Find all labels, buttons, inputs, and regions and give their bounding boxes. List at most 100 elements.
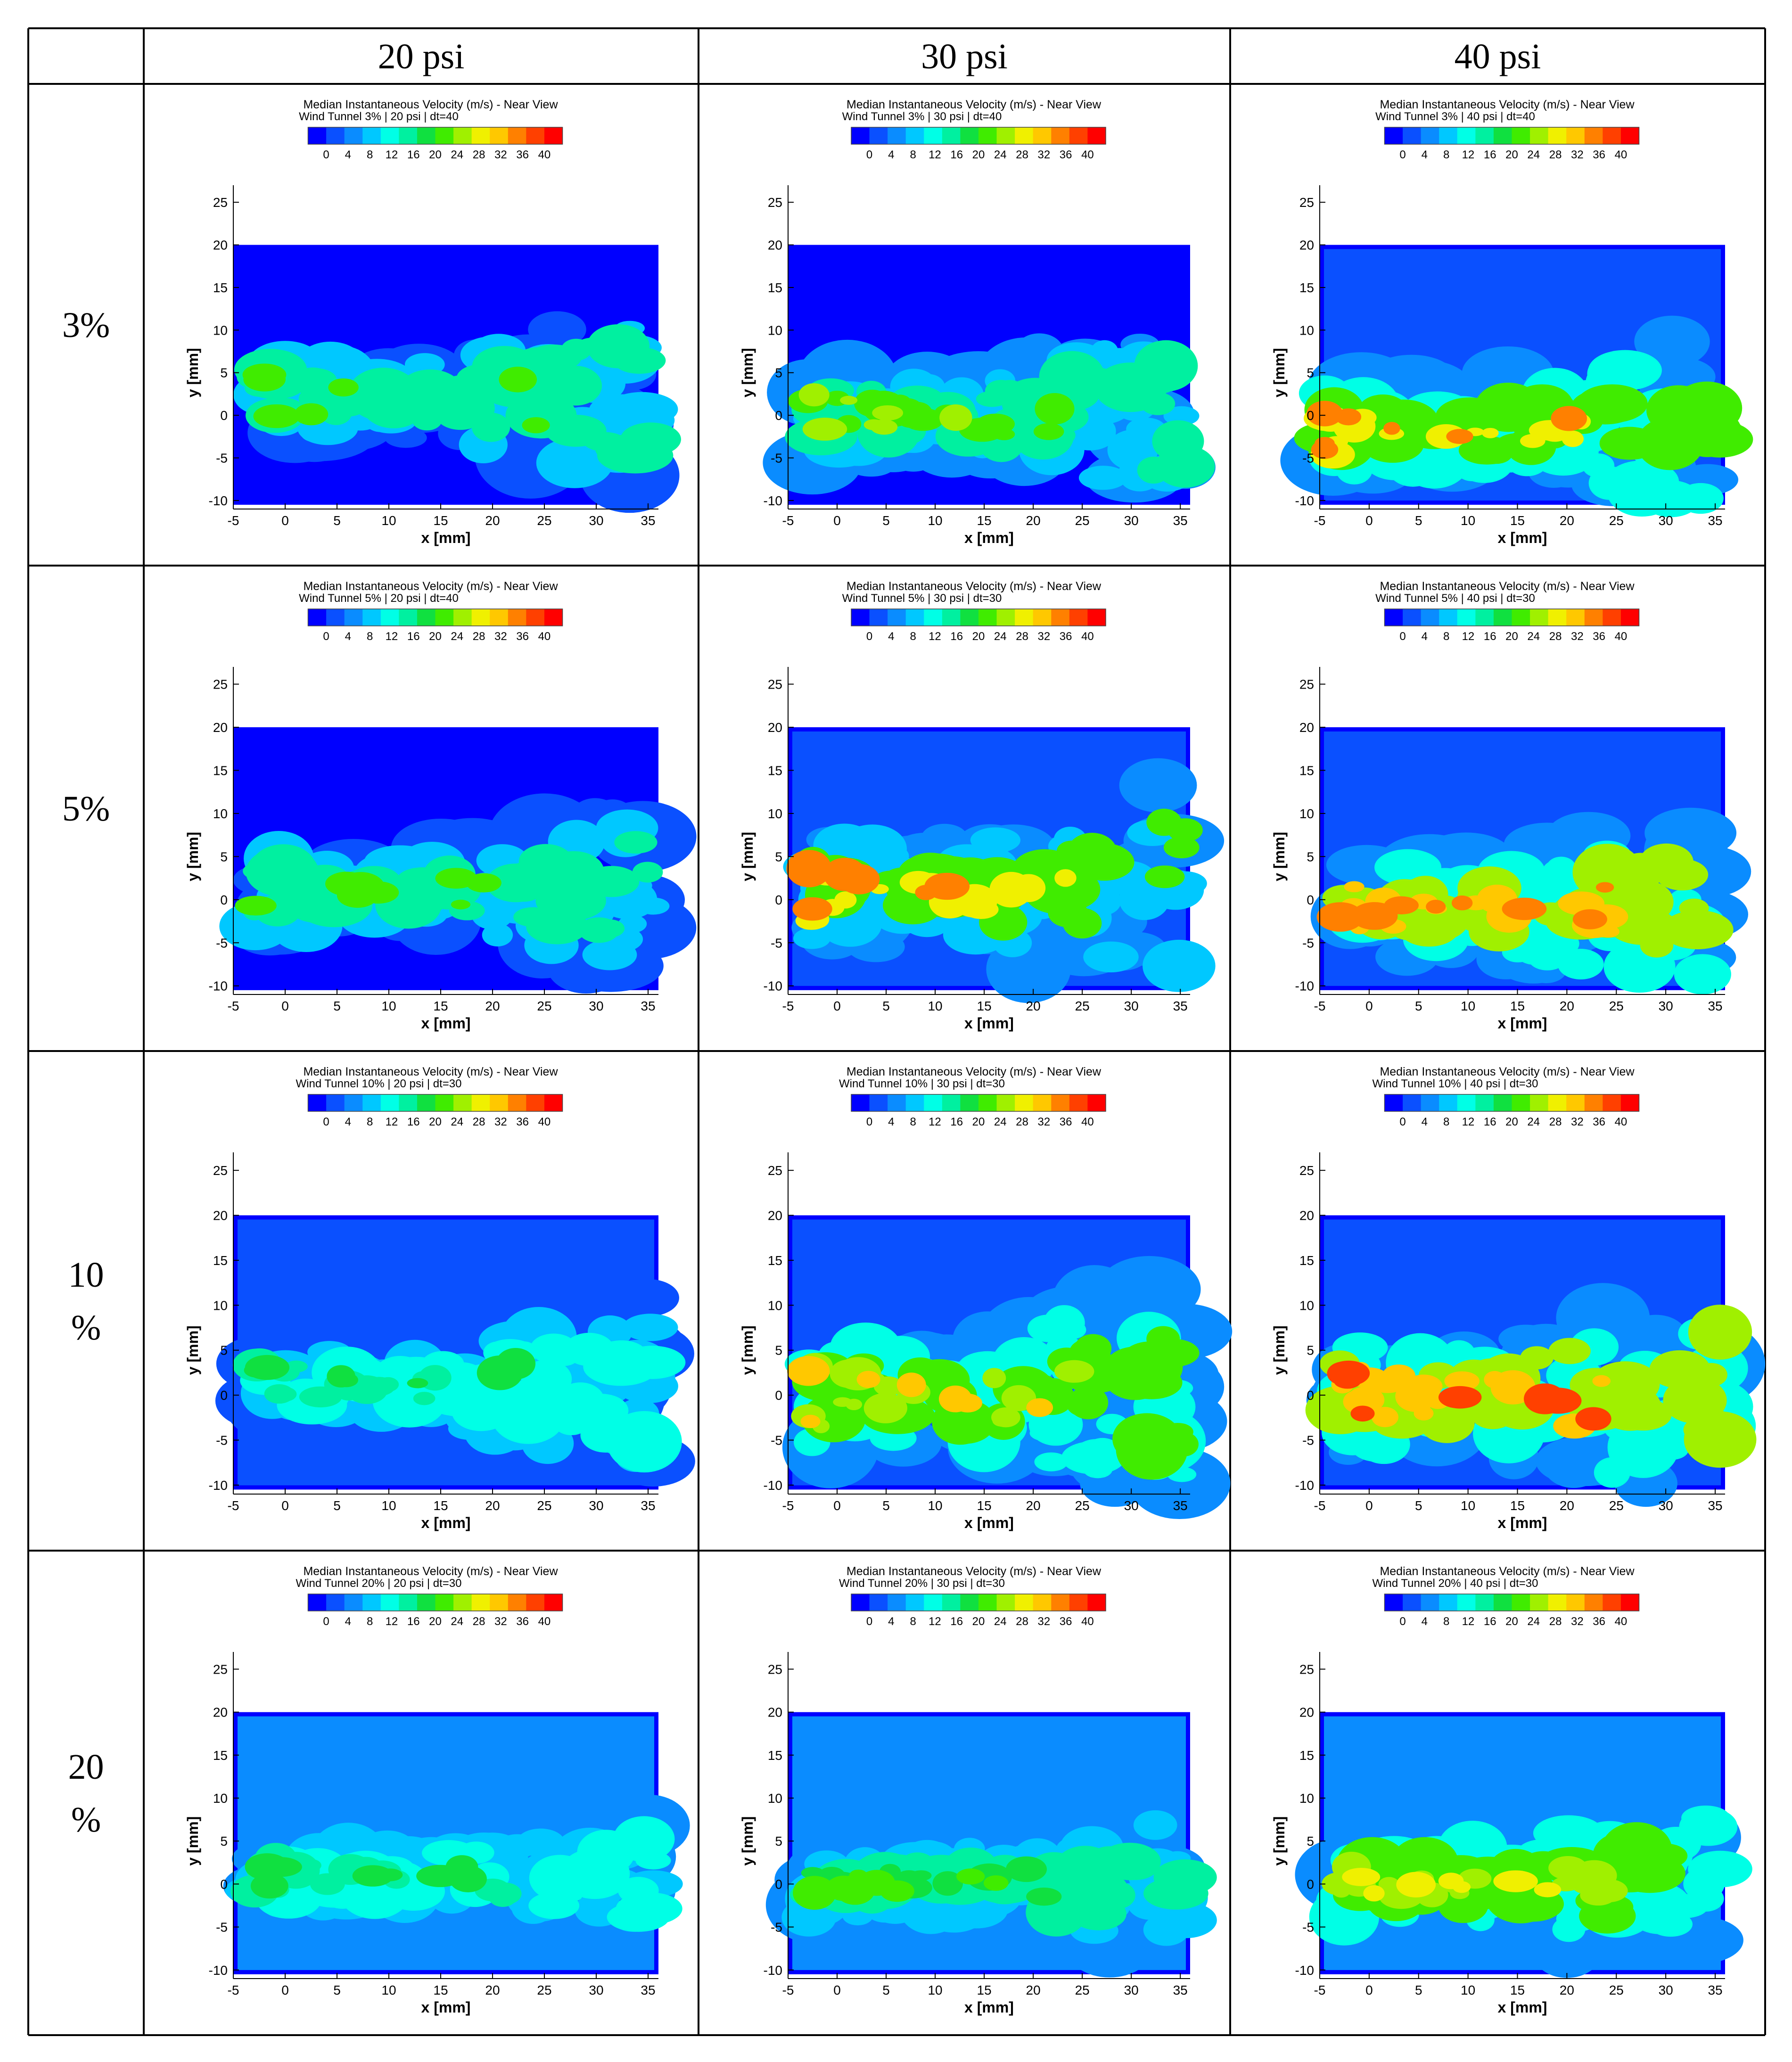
colorbar-tick-label: 8 — [910, 1116, 916, 1128]
y-tick-label: 5 — [1307, 1343, 1314, 1358]
colorbar-swatch — [1475, 127, 1494, 144]
colorbar-swatch — [1421, 609, 1439, 626]
colorbar-tick-label: 0 — [323, 1116, 329, 1128]
colorbar-tick-label: 20 — [972, 148, 985, 161]
colorbar-tick-label: 36 — [1060, 1615, 1072, 1628]
plume-contours — [1280, 315, 1753, 518]
plume-blob — [1062, 908, 1102, 939]
y-axis-label: y [mm] — [739, 832, 756, 881]
plume-blob — [1640, 933, 1674, 958]
colorbar-tick-label: 12 — [929, 630, 941, 643]
y-tick-label: 10 — [768, 1791, 782, 1806]
plume-blob — [482, 923, 513, 947]
plume-blob — [1067, 1392, 1107, 1417]
y-axis-label: y [mm] — [1271, 1325, 1288, 1375]
colorbar-tick-label: 32 — [1038, 1116, 1051, 1128]
colorbar-frame — [851, 1094, 1106, 1112]
plume-blob — [1493, 1870, 1538, 1892]
plume-blob — [1634, 315, 1710, 368]
x-axis-label: x [mm] — [421, 1514, 471, 1531]
colorbar-swatch — [1439, 127, 1458, 144]
y-tick-label: -5 — [1302, 1920, 1314, 1935]
colorbar-swatch — [1512, 1094, 1530, 1111]
y-tick-label: 10 — [213, 806, 228, 821]
x-tick-label: 5 — [882, 1983, 890, 1997]
colorbar-swatch — [308, 609, 327, 626]
x-tick-label: 0 — [1365, 1498, 1373, 1513]
plume-blob — [1443, 1340, 1475, 1366]
plume-blob — [613, 347, 666, 374]
row-header-line: % — [71, 1308, 101, 1347]
y-axis-label: y [mm] — [1271, 832, 1288, 881]
contour-panel-1-2: Median Instantaneous Velocity (m/s) - Ne… — [739, 98, 1216, 546]
colorbar-swatch — [996, 1594, 1015, 1611]
colorbar-swatch — [1087, 609, 1106, 626]
row-header-line: % — [71, 1800, 101, 1840]
panel-subtitle: Wind Tunnel 3% | 30 psi | dt=40 — [842, 110, 1002, 123]
colorbar-swatch — [308, 1594, 327, 1611]
plume-blob — [1579, 1898, 1636, 1934]
y-tick-label: 15 — [768, 280, 782, 295]
y-tick-label: 10 — [213, 1791, 228, 1806]
colorbar-tick-label: 16 — [407, 1116, 420, 1128]
colorbar-swatch — [1603, 1094, 1621, 1111]
colorbar-swatch — [380, 1094, 399, 1111]
panel-subtitle: Wind Tunnel 20% | 40 psi | dt=30 — [1372, 1577, 1538, 1590]
colorbar-tick-label: 40 — [1615, 630, 1628, 643]
colorbar-tick-label: 32 — [1571, 630, 1584, 643]
colorbar-swatch — [399, 609, 418, 626]
colorbar-swatch — [1051, 1594, 1070, 1611]
colorbar-tick-label: 16 — [1484, 1615, 1496, 1628]
x-tick-label: 20 — [1560, 513, 1574, 528]
plume-blob — [1383, 422, 1400, 435]
contour-panel-4-2: Median Instantaneous Velocity (m/s) - Ne… — [739, 1565, 1217, 2016]
y-tick-label: 10 — [768, 806, 782, 821]
colorbar-tick-label: 28 — [473, 148, 485, 161]
colorbar-swatch — [1548, 609, 1567, 626]
colorbar-swatch — [1439, 1094, 1458, 1111]
row-header-line: 20 — [68, 1747, 104, 1787]
plume-blob — [363, 1377, 395, 1396]
contour-panel-2-2: Median Instantaneous Velocity (m/s) - Ne… — [739, 580, 1225, 1032]
colorbar-swatch — [471, 1094, 490, 1111]
colorbar-tick-label: 36 — [1593, 630, 1605, 643]
colorbar-swatch — [1530, 127, 1549, 144]
plume-blob — [521, 866, 551, 885]
panel-title: Median Instantaneous Velocity (m/s) - Ne… — [847, 1065, 1102, 1078]
y-tick-label: 5 — [220, 366, 228, 380]
plume-blob — [956, 1868, 985, 1885]
colorbar-swatch — [1051, 1094, 1070, 1111]
plume-blob — [1498, 1324, 1554, 1353]
colorbar-swatch — [435, 1594, 454, 1611]
colorbar-tick-label: 24 — [451, 1116, 463, 1128]
y-tick-label: -5 — [771, 1920, 782, 1935]
plume-blob — [607, 1902, 670, 1932]
colorbar-tick-label: 12 — [386, 148, 398, 161]
colorbar-swatch — [924, 1094, 943, 1111]
plume-blob — [320, 401, 352, 425]
plume-blob — [264, 1384, 294, 1404]
colorbar-swatch — [869, 1094, 888, 1111]
y-tick-label: -10 — [764, 493, 782, 508]
contour-panels: Median Instantaneous Velocity (m/s) - Ne… — [184, 98, 1766, 2016]
plume-blob — [1026, 1887, 1062, 1906]
plume-blob — [1102, 1347, 1168, 1400]
colorbar-tick-label: 20 — [429, 630, 442, 643]
colorbar-swatch — [888, 127, 906, 144]
plume-blob — [516, 1828, 565, 1857]
colorbar-swatch — [380, 127, 399, 144]
plume-blob — [1316, 902, 1364, 932]
y-tick-label: 15 — [768, 1253, 782, 1268]
x-tick-label: 25 — [537, 513, 551, 528]
panel-title: Median Instantaneous Velocity (m/s) - Ne… — [1380, 98, 1635, 111]
x-tick-label: 15 — [977, 999, 992, 1013]
panel-subtitle: Wind Tunnel 3% | 20 psi | dt=40 — [299, 110, 459, 123]
y-tick-label: 5 — [220, 1834, 228, 1848]
colorbar-tick-label: 16 — [950, 1116, 963, 1128]
colorbar-tick-label: 0 — [323, 148, 329, 161]
colorbar-tick-label: 24 — [994, 148, 1007, 161]
colorbar-swatch — [960, 609, 979, 626]
plume-blob — [616, 1279, 679, 1317]
x-tick-label: 25 — [1075, 1983, 1090, 1997]
colorbar-swatch — [435, 127, 454, 144]
